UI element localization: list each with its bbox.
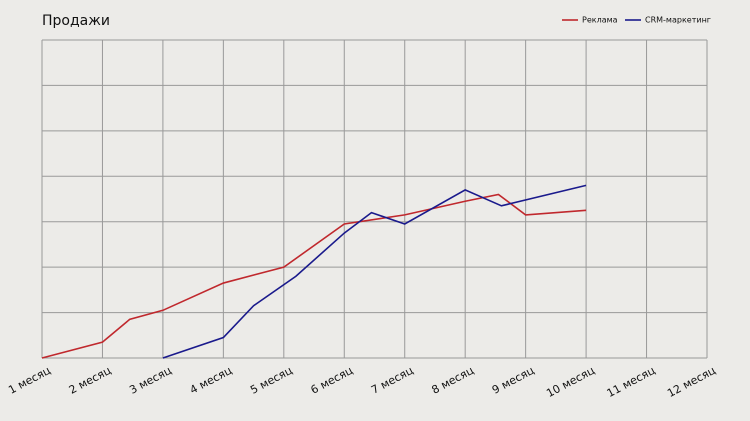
legend-label: Реклама [582,16,618,25]
series-line [162,184,587,359]
legend-label: CRM-маркетинг [645,16,711,25]
series-line [41,193,587,359]
chart-title: Продажи [42,13,110,29]
